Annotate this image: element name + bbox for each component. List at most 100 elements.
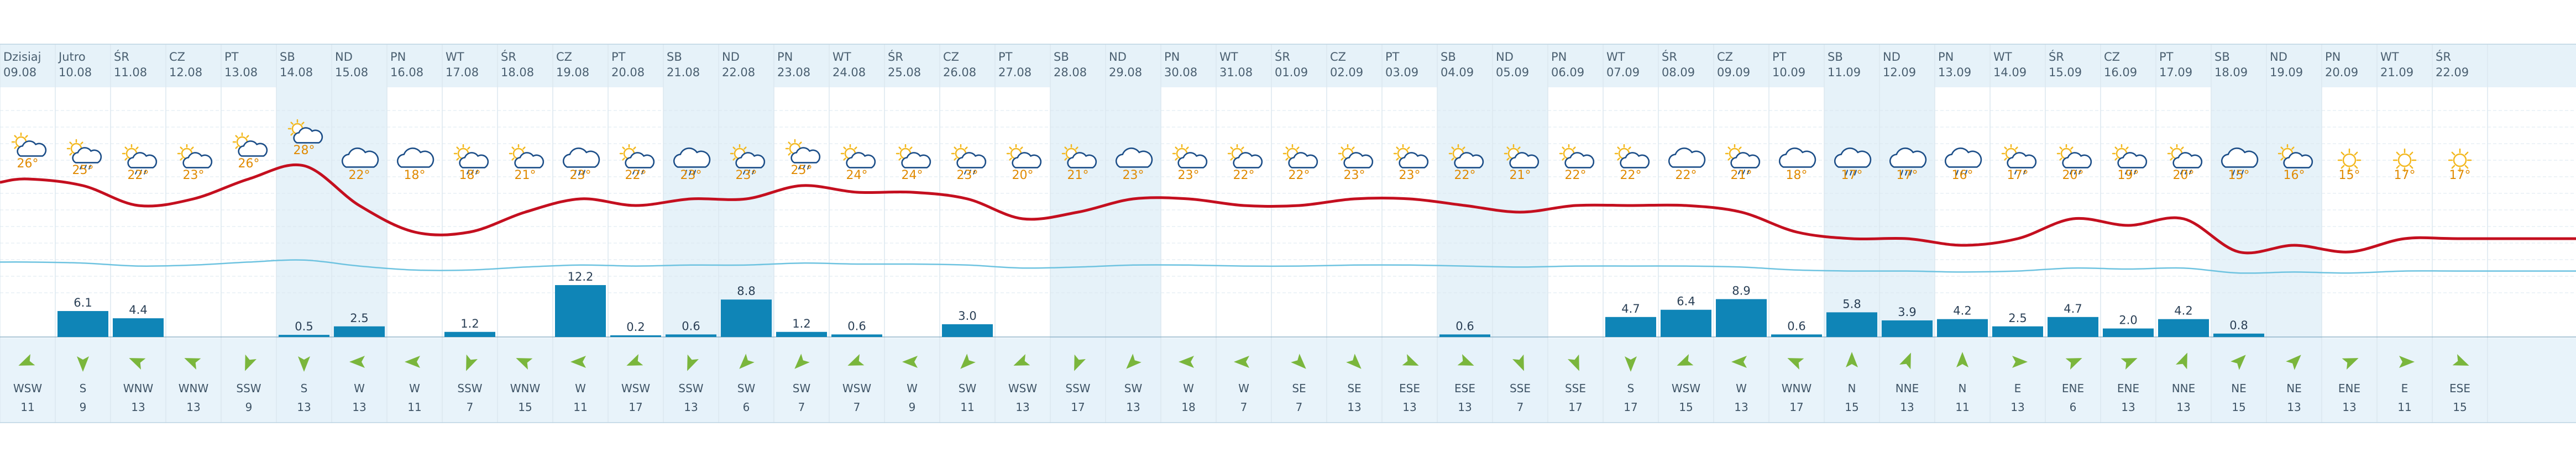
temp-label: 23° — [183, 168, 205, 182]
wind-dir-label: SSW — [236, 382, 261, 395]
wind-speed-label: 11 — [2397, 401, 2411, 414]
precip-label: 2.0 — [2119, 314, 2137, 327]
wind-arrow-icon — [1512, 354, 1524, 371]
precip-bar — [1882, 320, 1933, 337]
date-label: 16.09 — [2104, 66, 2137, 79]
precip-bar — [1771, 334, 1822, 337]
precip-label: 4.4 — [129, 303, 147, 317]
sun-cloud-rain-icon — [2001, 144, 2037, 175]
wind-arrow-icon — [129, 358, 146, 370]
wind-speed-label: 9 — [80, 401, 87, 414]
wind-speed-label: 17 — [1789, 401, 1803, 414]
temp-label: 21° — [1510, 168, 1531, 182]
wind-dir-label: S — [1627, 382, 1635, 395]
wind-arrow-icon — [2012, 356, 2028, 368]
day-label: WT — [446, 50, 464, 64]
day-label: ŚR — [501, 50, 516, 64]
wind-speed-label: 13 — [2121, 401, 2135, 414]
wind-speed-label: 15 — [2453, 401, 2467, 414]
wind-dir-label: W — [907, 382, 918, 395]
wind-dir-label: NE — [2286, 382, 2302, 395]
day-label: ND — [2270, 50, 2287, 64]
temp-label: 21° — [1731, 168, 1752, 182]
sun-cloud-rain-icon — [2112, 144, 2148, 175]
sun-cloud-icon — [1282, 144, 1318, 168]
sun-cloud-rain-icon — [122, 144, 158, 175]
day-label: PN — [1164, 50, 1180, 64]
precip-bar — [831, 334, 882, 337]
wind-arrow-icon — [2176, 352, 2187, 370]
wind-dir-label: NE — [2231, 382, 2247, 395]
precip-label: 0.2 — [626, 320, 645, 334]
temp-label: 17° — [2449, 168, 2471, 182]
precip-label: 6.1 — [74, 296, 92, 309]
wind-speed-label: 7 — [467, 401, 474, 414]
wind-arrow-icon — [1013, 354, 1030, 366]
sun-cloud-rain-icon — [619, 144, 655, 175]
date-label: 14.09 — [1993, 66, 2027, 79]
cloud-rain-icon — [1834, 148, 1872, 176]
temp-label: 17° — [2394, 168, 2416, 182]
day-label: ŚR — [114, 50, 129, 64]
wind-speed-label: 17 — [629, 401, 642, 414]
date-label: 19.08 — [556, 66, 589, 79]
temp-label: 18° — [1786, 168, 1808, 182]
sun-cloud-rain-icon — [2167, 144, 2203, 175]
day-label: PT — [2159, 50, 2174, 64]
temp-label: 23° — [736, 168, 757, 182]
wind-dir-label: SW — [737, 382, 756, 395]
date-label: 26.08 — [943, 66, 976, 79]
day-label: SB — [2214, 50, 2230, 64]
wind-speed-label: 13 — [1734, 401, 1748, 414]
wind-speed-label: 13 — [1402, 401, 1416, 414]
sun-cloud-icon — [1448, 144, 1484, 168]
wind-arrow-icon — [2452, 354, 2469, 366]
sun-cloud-rain-icon — [2056, 144, 2092, 175]
wind-arrow-icon — [2399, 356, 2415, 368]
day-label: WT — [1606, 50, 1625, 64]
day-label: CZ — [169, 50, 185, 64]
date-label: 11.08 — [114, 66, 147, 79]
wind-arrow-icon — [570, 356, 586, 368]
date-label: 19.09 — [2270, 66, 2303, 79]
sun-cloud-icon — [1172, 144, 1208, 168]
precip-label: 3.0 — [958, 309, 976, 323]
wind-speed-label: 13 — [2010, 401, 2024, 414]
wind-dir-label: WSW — [621, 382, 650, 395]
date-label: 12.09 — [1883, 66, 1916, 79]
temp-label: 22° — [1620, 168, 1642, 182]
wind-band — [0, 338, 2576, 423]
wind-speed-label: 13 — [131, 401, 145, 414]
wind-dir-label: W — [575, 382, 586, 395]
date-label: 06.09 — [1551, 66, 1584, 79]
precip-bar — [444, 331, 495, 337]
precip-label: 0.6 — [1455, 319, 1474, 333]
wind-arrow-icon — [902, 356, 918, 368]
wind-arrow-icon — [2231, 355, 2246, 370]
precip-label: 8.9 — [1732, 284, 1750, 297]
sun-cloud-icon — [509, 144, 544, 168]
sun-cloud-icon — [232, 132, 268, 157]
wind-dir-label: SE — [1292, 382, 1306, 395]
temp-label: 17° — [1841, 168, 1863, 182]
day-label: ŚR — [1662, 50, 1677, 64]
wind-speed-label: 7 — [798, 401, 805, 414]
day-label: PN — [390, 50, 406, 64]
cloud-rain-icon — [673, 148, 711, 176]
wind-dir-label: N — [1848, 382, 1856, 395]
cloud-icon — [396, 148, 434, 168]
date-label: 25.08 — [888, 66, 921, 79]
wind-dir-label: ESE — [1399, 382, 1420, 395]
day-label: PN — [1551, 50, 1567, 64]
wind-arrow-icon — [1346, 354, 1362, 369]
date-label: 20.09 — [2325, 66, 2358, 79]
wind-arrow-icon — [1625, 356, 1637, 372]
wind-speed-label: 9 — [245, 401, 253, 414]
sun-icon — [2392, 148, 2417, 172]
day-label: PN — [1938, 50, 1954, 64]
header-band — [0, 44, 2576, 87]
wind-dir-label: WNW — [123, 382, 154, 395]
wind-arrow-icon — [2286, 355, 2301, 370]
wind-arrow-icon — [794, 354, 810, 369]
